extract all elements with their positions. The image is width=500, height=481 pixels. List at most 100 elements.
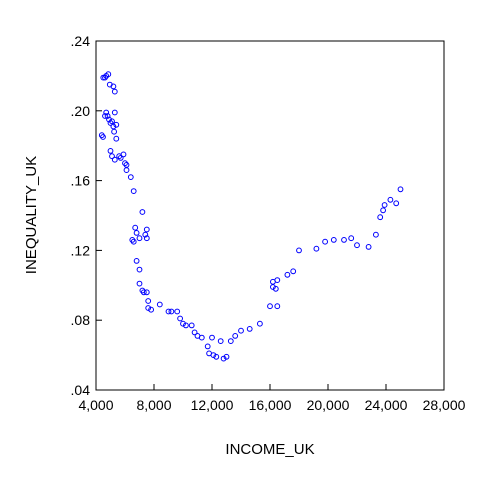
scatter-point: [143, 289, 150, 296]
scatter-point: [111, 128, 117, 135]
scatter-point: [140, 289, 147, 296]
scatter-point: [191, 329, 198, 336]
scatter-point: [198, 334, 205, 341]
scatter-point: [274, 277, 281, 284]
scatter-point: [113, 121, 120, 128]
scatter-point: [117, 155, 124, 161]
scatter-point: [142, 231, 149, 238]
x-tick-label: 20,000: [307, 397, 350, 413]
scatter-point: [274, 303, 281, 310]
y-axis: .04 .08 .12 .16 .20 .24: [71, 33, 102, 398]
scatter-point: [223, 353, 230, 360]
scatter-point: [156, 301, 163, 308]
scatter-point: [354, 242, 360, 249]
y-tick-label: .12: [71, 242, 91, 258]
scatter-point: [165, 308, 172, 315]
x-tick-label: 4,000: [78, 397, 113, 413]
scatter-point: [210, 352, 217, 359]
y-tick-label: .16: [71, 173, 91, 189]
x-axis-title: INCOME_UK: [225, 441, 314, 458]
scatter-point: [227, 338, 234, 345]
scatter-point: [387, 196, 394, 203]
scatter-point: [139, 209, 146, 215]
scatter-point: [290, 268, 297, 275]
scatter-point: [100, 134, 106, 140]
scatter-point: [393, 200, 400, 207]
scatter-point: [377, 214, 384, 221]
x-axis: 4,000 8,000 12,000 16,000 20,000 24,000 28,000: [78, 384, 466, 413]
scatter-point: [110, 83, 117, 90]
scatter-point: [174, 308, 181, 315]
plot-frame: [95, 40, 445, 391]
x-tick-label: 16,000: [249, 397, 292, 413]
scatter-point: [107, 148, 114, 154]
scatter-point: [130, 238, 137, 245]
scatter-point: [145, 298, 152, 304]
scatter-point: [111, 109, 118, 116]
scatter-point: [373, 231, 379, 238]
scatter-point: [257, 320, 263, 327]
x-tick-label: 24,000: [365, 397, 408, 413]
scatter-point: [238, 327, 244, 334]
scatter-point: [232, 333, 239, 339]
scatter-point: [330, 237, 337, 243]
scatter-point: [109, 118, 115, 125]
scatter-point: [180, 320, 186, 327]
scatter-point: [341, 237, 347, 243]
scatter-point: [136, 235, 143, 242]
scatter-point: [397, 186, 404, 193]
scatter-point: [313, 245, 320, 252]
x-tick-label: 12,000: [191, 397, 234, 413]
scatter-point: [365, 244, 372, 250]
scatter-point: [246, 326, 253, 332]
y-axis-title: INEQUALITY_UK: [23, 156, 40, 274]
scatter-point: [120, 151, 127, 158]
scatter-point: [204, 343, 211, 350]
scatter-point: [103, 109, 110, 116]
scatter-point: [267, 303, 273, 310]
scatter-point: [113, 135, 120, 142]
scatter-point: [133, 230, 140, 236]
data-points: [98, 71, 404, 362]
scatter-point: [183, 322, 189, 329]
scatter-point: [188, 322, 195, 329]
x-tick-label: 28,000: [423, 397, 466, 413]
scatter-point: [104, 113, 111, 119]
scatter-point: [284, 271, 291, 278]
scatter-point: [111, 88, 118, 95]
scatter-point: [100, 74, 107, 81]
scatter-point: [143, 226, 150, 233]
scatter-point: [145, 305, 152, 311]
scatter-point: [168, 308, 175, 315]
x-tick-label: 8,000: [136, 397, 171, 413]
scatter-point: [272, 285, 279, 292]
scatter-point: [177, 315, 184, 322]
scatter-point: [322, 238, 329, 245]
scatter-point: [143, 235, 150, 242]
scatter-point: [127, 174, 134, 181]
scatter-point: [296, 247, 302, 254]
scatter-point: [102, 113, 108, 119]
scatter-point: [111, 156, 118, 163]
scatter-point: [109, 153, 115, 160]
scatter-point: [106, 116, 112, 123]
y-tick-label: .04: [71, 382, 91, 398]
scatter-point: [209, 334, 215, 341]
scatter-point: [133, 258, 140, 264]
scatter-point: [148, 306, 155, 313]
scatter-point: [381, 202, 388, 208]
scatter-point: [136, 280, 143, 287]
scatter-point: [220, 355, 227, 362]
scatter-point: [380, 207, 387, 214]
scatter-point: [105, 71, 112, 78]
scatter-point: [213, 353, 220, 360]
scatter-point: [130, 188, 137, 195]
scatter-point: [136, 266, 143, 273]
y-tick-label: .20: [71, 103, 91, 119]
scatter-point: [132, 224, 139, 231]
scatter-point: [122, 160, 128, 167]
y-tick-label: .24: [71, 33, 91, 49]
scatter-point: [107, 120, 114, 126]
scatter-point: [348, 235, 355, 242]
